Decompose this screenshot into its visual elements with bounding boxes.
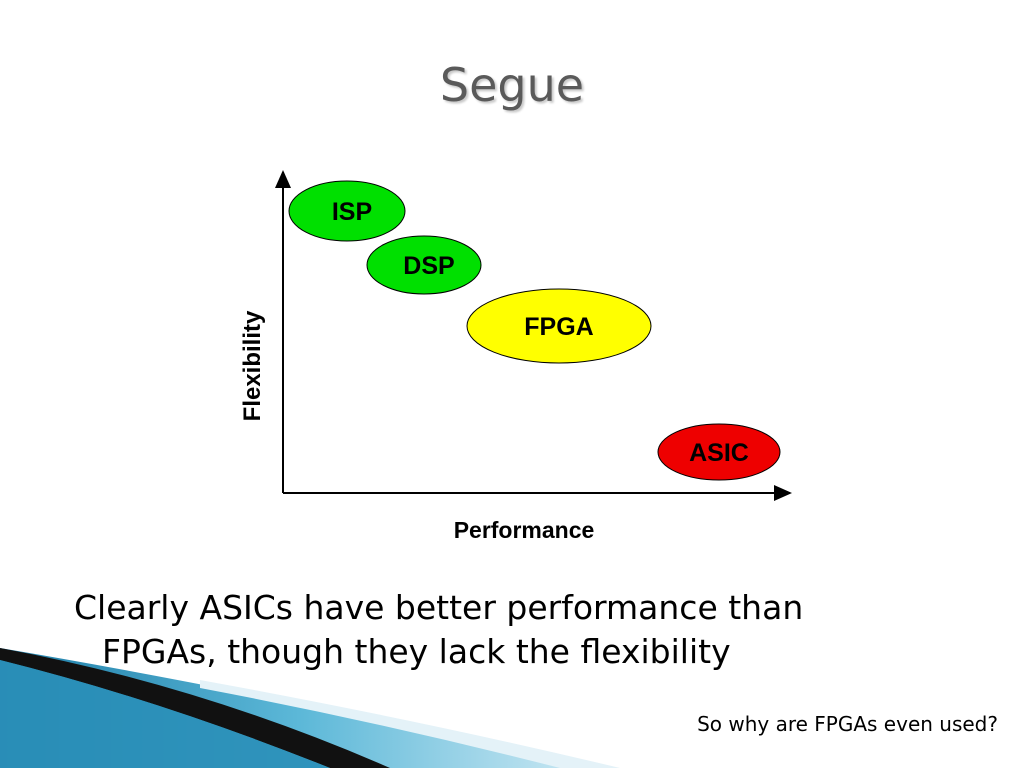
swoosh-blue bbox=[0, 660, 330, 768]
y-axis-label: Flexibility bbox=[239, 310, 266, 421]
swoosh-light bbox=[200, 680, 620, 768]
node bbox=[366, 235, 482, 295]
node bbox=[288, 180, 406, 242]
node-label: ISP bbox=[332, 198, 372, 226]
swoosh-dark bbox=[0, 648, 390, 768]
footnote: So why are FPGAs even used? bbox=[697, 712, 998, 736]
node-label: ASIC bbox=[689, 439, 749, 467]
x-axis-label: Performance bbox=[454, 517, 595, 543]
node-label: DSP bbox=[403, 252, 454, 280]
body-text: Clearly ASICs have better performance th… bbox=[74, 588, 804, 671]
node-label: FPGA bbox=[524, 313, 593, 341]
node bbox=[657, 423, 781, 481]
node bbox=[466, 288, 652, 364]
title: Segue bbox=[439, 58, 585, 112]
